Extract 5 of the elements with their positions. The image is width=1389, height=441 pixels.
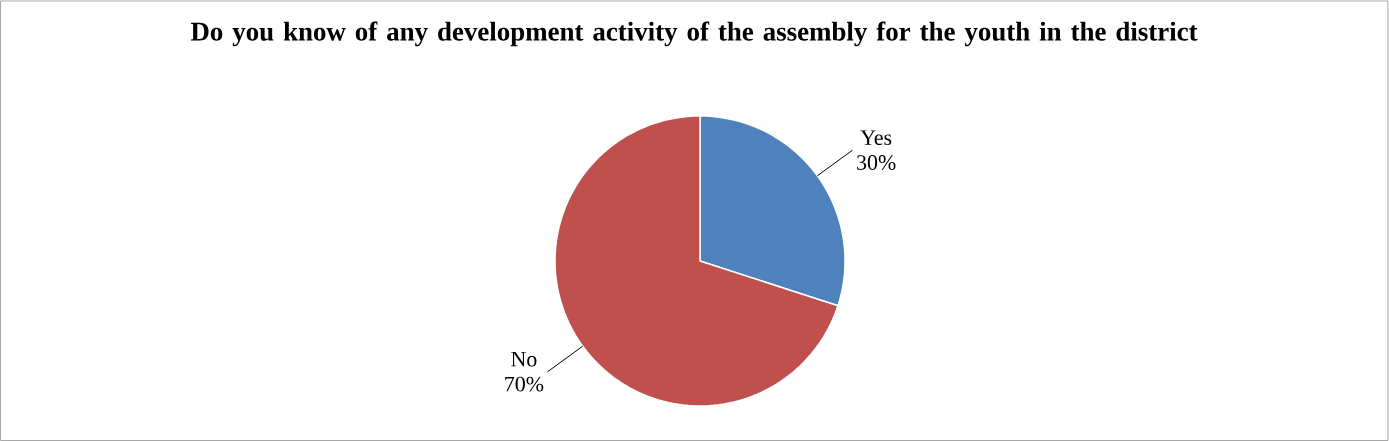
slice-label: Yes [860, 130, 892, 145]
data-label: 30% [857, 155, 896, 170]
chart-title: Do you know of any development activity of the assembly for the youth in the district [190, 21, 1198, 47]
slice-label: No [511, 352, 537, 367]
data-label: 70% [505, 376, 544, 392]
